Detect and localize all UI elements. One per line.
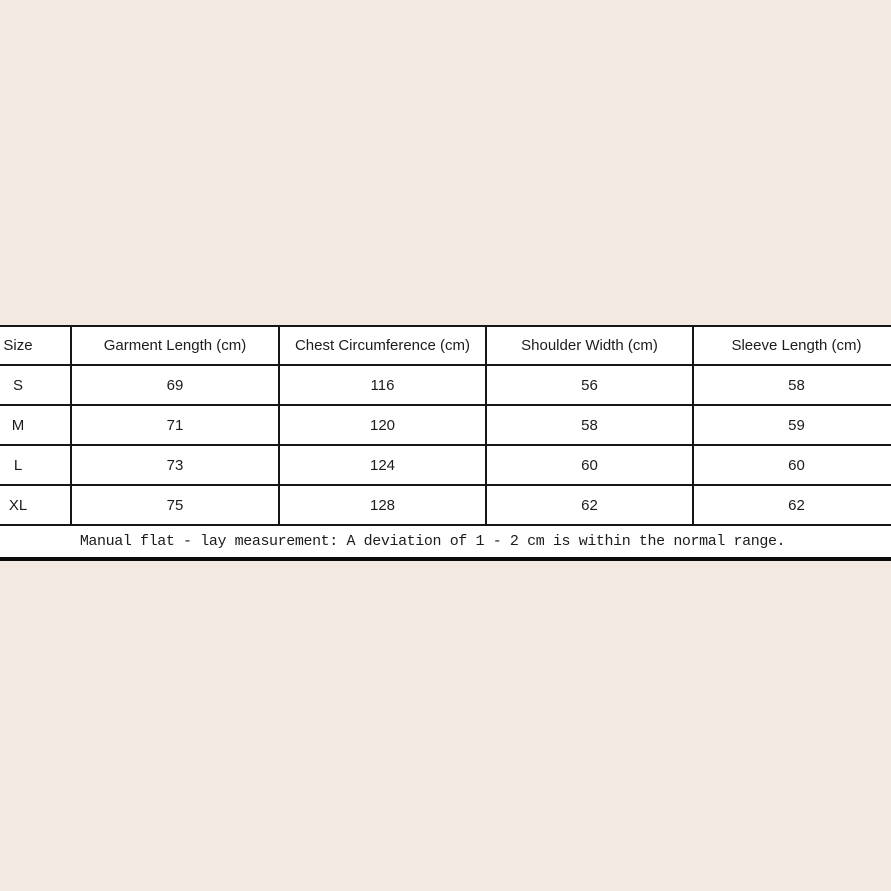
size-chart-table: Size Garment Length (cm) Chest Circumfer… <box>0 325 891 561</box>
value-cell: 58 <box>485 404 694 446</box>
note-row: Manual flat - lay measurement: A deviati… <box>0 524 891 561</box>
size-cell: M <box>0 404 72 446</box>
table-row-l: L 73 124 60 60 <box>0 444 891 486</box>
column-header-garment-length: Garment Length (cm) <box>70 325 280 366</box>
value-cell: 73 <box>70 444 280 486</box>
size-cell: S <box>0 364 72 406</box>
value-cell: 56 <box>485 364 694 406</box>
size-cell: L <box>0 444 72 486</box>
value-cell: 128 <box>278 484 487 526</box>
value-cell: 116 <box>278 364 487 406</box>
column-header-chest-circumference: Chest Circumference (cm) <box>278 325 487 366</box>
value-cell: 124 <box>278 444 487 486</box>
value-cell: 58 <box>692 364 891 406</box>
table-row-m: M 71 120 58 59 <box>0 404 891 446</box>
value-cell: 71 <box>70 404 280 446</box>
table-row-s: S 69 116 56 58 <box>0 364 891 406</box>
column-header-shoulder-width: Shoulder Width (cm) <box>485 325 694 366</box>
value-cell: 75 <box>70 484 280 526</box>
column-header-size: Size <box>0 325 72 366</box>
header-row: Size Garment Length (cm) Chest Circumfer… <box>0 325 891 366</box>
column-header-sleeve-length: Sleeve Length (cm) <box>692 325 891 366</box>
value-cell: 60 <box>485 444 694 486</box>
value-cell: 59 <box>692 404 891 446</box>
value-cell: 120 <box>278 404 487 446</box>
value-cell: 69 <box>70 364 280 406</box>
value-cell: 62 <box>485 484 694 526</box>
size-cell: XL <box>0 484 72 526</box>
value-cell: 60 <box>692 444 891 486</box>
measurement-note: Manual flat - lay measurement: A deviati… <box>0 524 891 561</box>
table-row-xl: XL 75 128 62 62 <box>0 484 891 526</box>
value-cell: 62 <box>692 484 891 526</box>
